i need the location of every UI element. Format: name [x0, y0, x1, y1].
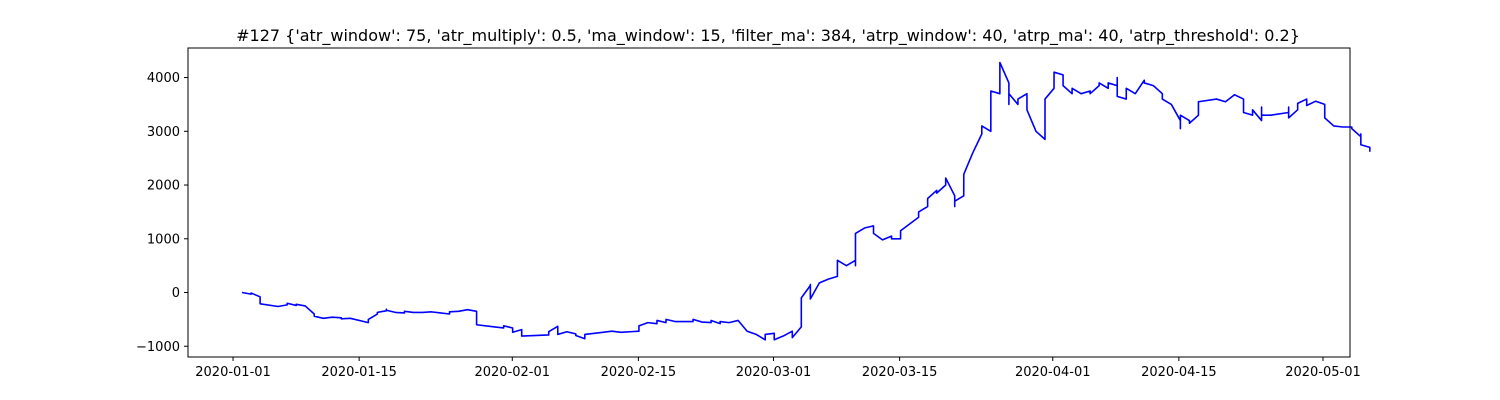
series-group: [241, 61, 1371, 341]
x-tick-label-2: 2020-02-01: [474, 365, 550, 380]
x-tick-label-5: 2020-03-15: [862, 365, 938, 380]
x-tick-label-4: 2020-03-01: [736, 365, 812, 380]
y-tick-label-1: 0: [172, 286, 180, 301]
x-tick-label-6: 2020-04-01: [1015, 365, 1091, 380]
x-tick-label-1: 2020-01-15: [321, 365, 397, 380]
y-tick-label-0: −1000: [136, 340, 180, 355]
series-line-0: [241, 61, 1371, 341]
y-tick-label-3: 2000: [147, 179, 180, 194]
y-axis: −1000 0 1000 2000 3000 4000: [136, 71, 188, 355]
x-tick-label-3: 2020-02-15: [601, 365, 677, 380]
y-tick-label-4: 3000: [147, 125, 180, 140]
plot-frame: [187, 47, 1351, 358]
x-tick-label-7: 2020-04-15: [1141, 365, 1217, 380]
chart-title: #127 {'atr_window': 75, 'atr_multiply': …: [236, 26, 1300, 46]
y-tick-label-2: 1000: [147, 232, 180, 247]
x-tick-label-0: 2020-01-01: [195, 365, 271, 380]
y-tick-label-5: 4000: [147, 71, 180, 86]
x-axis: 2020-01-01 2020-01-15 2020-02-01 2020-02-15…: [195, 357, 1361, 380]
x-tick-label-8: 2020-05-01: [1285, 365, 1361, 380]
